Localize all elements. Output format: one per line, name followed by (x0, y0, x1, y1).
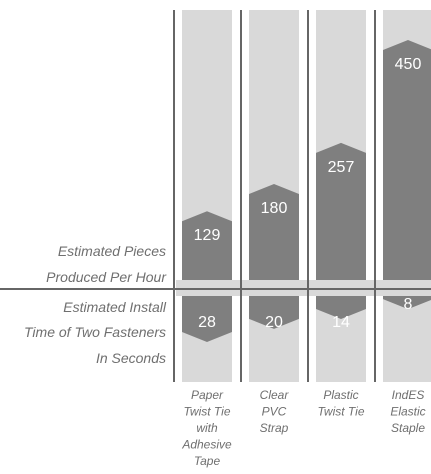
bottom-series-label-line-1: Estimated Install (63, 299, 167, 315)
category-label-1-line-1: Paper (191, 388, 224, 402)
value-label-top-2: 180 (261, 200, 288, 217)
value-label-bottom-4: 8 (404, 296, 413, 313)
bar-top-4 (383, 40, 431, 280)
value-label-bottom-3: 14 (332, 314, 350, 331)
value-label-top-3: 257 (328, 159, 355, 176)
value-label-bottom-2: 20 (265, 314, 283, 331)
bar-top-3 (316, 142, 366, 280)
category-labels: Paper Twist Tie with Adhesive Tape Clear PVC St… (181, 388, 425, 468)
category-label-3-line-1: Plastic (323, 388, 358, 402)
axis-rules (0, 10, 431, 382)
bar-bottom-1 (182, 296, 232, 342)
bottom-series-label-line-3: In Seconds (96, 350, 166, 366)
category-label-1-line-5: Tape (194, 454, 221, 468)
category-label-1-line-4: Adhesive (181, 438, 232, 452)
category-label-4-line-2: Elastic (390, 405, 425, 419)
category-label-1-line-3: with (196, 421, 218, 435)
bar-top-2 (249, 184, 299, 280)
category-label-4-line-1: IndES (392, 388, 425, 402)
value-label-top-1: 129 (194, 227, 221, 244)
category-label-3-line-2: Twist Tie (317, 405, 364, 419)
top-series-label-line-1: Estimated Pieces (58, 243, 166, 259)
value-label-top-4: 450 (395, 56, 422, 73)
bottom-series-label-line-2: Time of Two Fasteners (24, 324, 166, 340)
category-label-2-line-2: PVC (262, 405, 287, 419)
value-labels: 129 180 257 450 28 20 14 8 (194, 56, 422, 331)
category-label-1-line-2: Twist Tie (183, 405, 230, 419)
category-label-4-line-3: Staple (391, 421, 425, 435)
bars (182, 40, 431, 342)
bar-bottom-4 (383, 296, 431, 310)
value-label-bottom-1: 28 (198, 314, 216, 331)
bar-bottom-3 (316, 296, 366, 319)
category-label-2-line-3: Strap (260, 421, 289, 435)
bar-top-1 (182, 211, 232, 280)
top-series-label-line-2: Produced Per Hour (46, 269, 167, 285)
category-label-2-line-1: Clear (260, 388, 290, 402)
bar-bottom-2 (249, 296, 299, 329)
